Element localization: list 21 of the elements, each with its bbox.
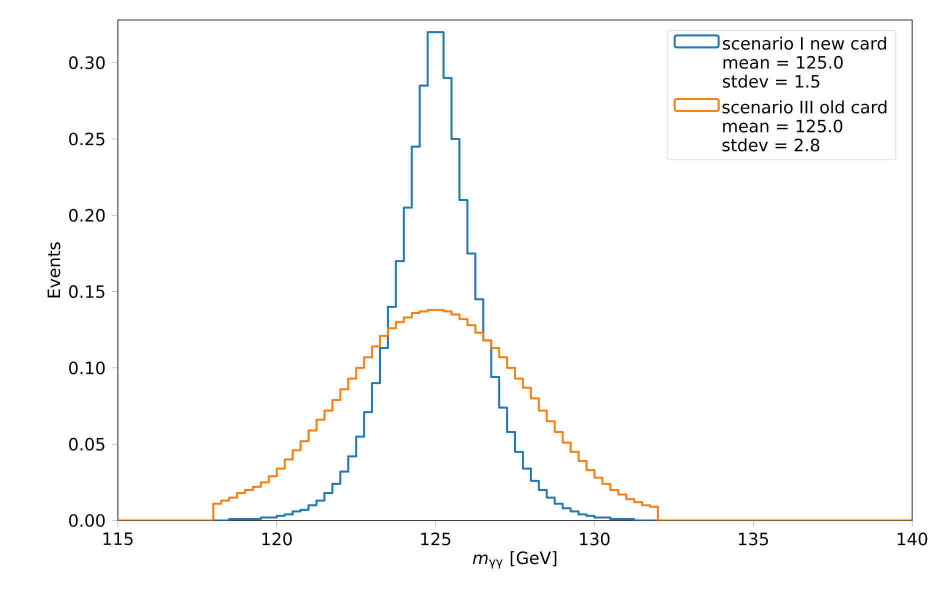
legend-label: scenario I new card: [722, 36, 886, 50]
x-axis-title: m$_{γγ}$ [GeV]: [472, 550, 556, 568]
y-tick-label: 0.00: [69, 514, 105, 527]
annotation: stdev = 1.5: [722, 74, 820, 88]
x-tick-label: 125: [421, 532, 450, 546]
x-tick-label: 140: [898, 532, 928, 546]
annotation: stdev = 2.8: [722, 138, 820, 152]
y-tick-label: 0.10: [69, 361, 105, 374]
x-tick-label: 130: [580, 532, 610, 546]
y-tick-label: 0.15: [69, 284, 104, 298]
y-tick-label: 0.20: [69, 208, 105, 222]
x-tick-label: 115: [104, 532, 133, 545]
y-tick-label: 0.30: [69, 56, 105, 69]
y-tick-label: 0.05: [69, 438, 104, 450]
x-tick-label: 120: [262, 532, 292, 546]
legend-label: scenario III old card: [722, 100, 886, 114]
x-tick-label: 135: [738, 532, 768, 546]
y-tick-label: 0.25: [69, 132, 104, 146]
annotation: mean = 125.0: [724, 56, 843, 69]
y-axis-title: Events: [48, 242, 60, 298]
annotation: mean = 125.0: [723, 119, 842, 132]
